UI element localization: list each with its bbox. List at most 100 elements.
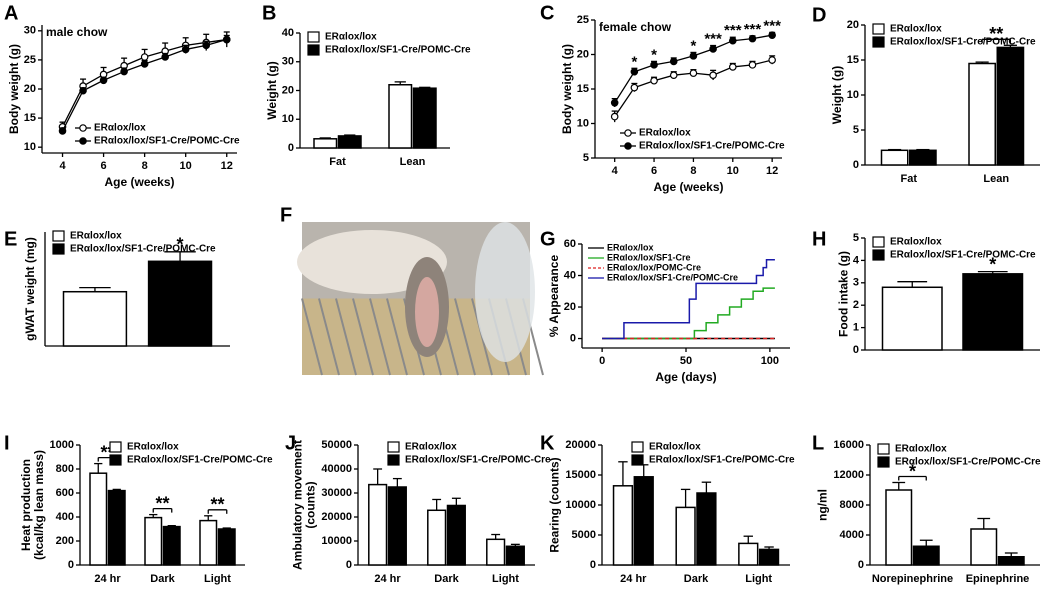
x-axis-label: Age (weeks)	[653, 180, 723, 194]
legend-label: ERαlox/lox	[70, 231, 122, 242]
y-tick-label: 20	[564, 301, 576, 313]
marker	[728, 63, 737, 71]
legend-label: ERαlox/lox/SF1-Cre/POMC-Cre	[325, 45, 471, 56]
marker	[202, 41, 211, 50]
bar	[337, 135, 362, 149]
bar	[62, 290, 128, 347]
y-tick-label: 10	[24, 141, 36, 153]
y-tick-label: 20000	[565, 439, 596, 451]
bar	[968, 62, 996, 166]
photo-wire	[318, 298, 340, 376]
legend-swatch	[387, 454, 400, 466]
legend-label: ERαlox/lox/SF1-Cre/POMC-Cre	[127, 455, 273, 466]
bar	[962, 273, 1024, 351]
y-tick-label: 40	[564, 269, 576, 281]
photo-wire	[335, 298, 357, 376]
y-tick-label: 60	[564, 238, 576, 250]
x-tick-label: 10	[727, 165, 739, 177]
bar	[107, 489, 126, 566]
y-tick-label: 0	[858, 559, 864, 571]
y-axis-label: (kcal/kg lean mass)	[32, 450, 46, 560]
y-tick-label: 600	[56, 487, 74, 499]
x-tick-label: 6	[101, 160, 107, 172]
legend-swatch	[631, 441, 644, 453]
x-tick-label: Fat	[329, 156, 346, 168]
legend-swatch	[631, 454, 644, 466]
significance: **	[210, 495, 224, 515]
marker	[709, 45, 717, 53]
y-tick-label: 5	[853, 232, 859, 244]
bar	[147, 260, 213, 347]
y-tick-label: 8000	[840, 499, 864, 511]
marker	[161, 53, 169, 61]
marker	[650, 76, 658, 85]
x-tick-label: Dark	[150, 573, 175, 585]
legend-swatch	[307, 31, 320, 43]
bar	[412, 87, 437, 149]
x-tick-label: Epinephrine	[966, 573, 1030, 585]
y-tick-label: 10000	[321, 535, 352, 547]
y-tick-label: 200	[56, 535, 74, 547]
panel-letter: C	[540, 2, 554, 24]
panel-letter: E	[4, 228, 17, 250]
legend-marker	[624, 142, 632, 150]
marker	[140, 53, 149, 61]
y-axis-label: Weight (g)	[265, 61, 279, 119]
photo-bottle	[475, 222, 535, 362]
y-tick-label: 10	[577, 117, 589, 129]
marker	[181, 45, 190, 54]
legend-label: ERαlox/lox/SF1-Cre/POMC-Cre	[639, 141, 785, 152]
x-tick-label: 4	[612, 165, 619, 177]
bar	[738, 542, 759, 566]
panel-letter: A	[4, 2, 18, 24]
legend-label: ERαlox/lox/SF1-Cre	[607, 252, 691, 262]
x-tick-label: 8	[690, 165, 696, 177]
y-axis-label: Rearing (counts)	[548, 457, 562, 552]
x-tick-label: Light	[204, 573, 231, 585]
legend-swatch	[109, 441, 122, 453]
legend-label: ERαlox/lox	[127, 442, 179, 453]
y-axis-label: gWAT weight (mg)	[23, 237, 37, 341]
marker	[610, 99, 619, 107]
bar	[505, 545, 525, 566]
y-tick-label: 10000	[565, 499, 596, 511]
bar	[909, 149, 937, 166]
y-tick-label: 0	[570, 332, 576, 344]
marker	[222, 35, 231, 44]
legend-label: ERαlox/lox/SF1-Cre/POMC-Cre	[890, 250, 1036, 261]
marker	[669, 71, 678, 80]
legend-swatch	[872, 236, 885, 248]
bar	[313, 138, 338, 149]
bar	[997, 556, 1025, 566]
marker	[610, 112, 619, 121]
photo	[297, 222, 544, 376]
legend-swatch	[52, 243, 65, 255]
y-tick-label: 20	[24, 83, 36, 95]
y-tick-label: 0	[590, 559, 596, 571]
legend-swatch	[307, 44, 320, 56]
y-tick-label: 30	[282, 56, 294, 68]
y-tick-label: 1000	[50, 439, 74, 451]
legend-marker	[624, 129, 632, 137]
legend-label: ERαlox/lox	[607, 242, 654, 252]
x-tick-label: Lean	[983, 173, 1009, 185]
y-axis-label: (counts)	[304, 481, 318, 528]
y-tick-label: 3	[853, 277, 859, 289]
legend-swatch	[872, 36, 885, 48]
panel-letter: J	[285, 432, 296, 454]
marker	[99, 76, 108, 85]
marker	[650, 61, 658, 69]
marker	[689, 69, 698, 77]
legend-label: ERαlox/lox/SF1-Cre/POMC-Cre	[890, 37, 1036, 48]
bar	[885, 489, 913, 566]
photo-wire	[369, 298, 391, 376]
x-axis-label: Age (weeks)	[104, 175, 174, 189]
x-tick-label: 6	[651, 165, 657, 177]
x-tick-label: 8	[142, 160, 148, 172]
y-tick-label: 0	[288, 142, 294, 154]
marker	[689, 52, 698, 60]
marker	[630, 67, 639, 76]
x-tick-label: Light	[745, 573, 772, 585]
photo-wire	[301, 298, 323, 376]
y-tick-label: 15	[577, 83, 589, 95]
